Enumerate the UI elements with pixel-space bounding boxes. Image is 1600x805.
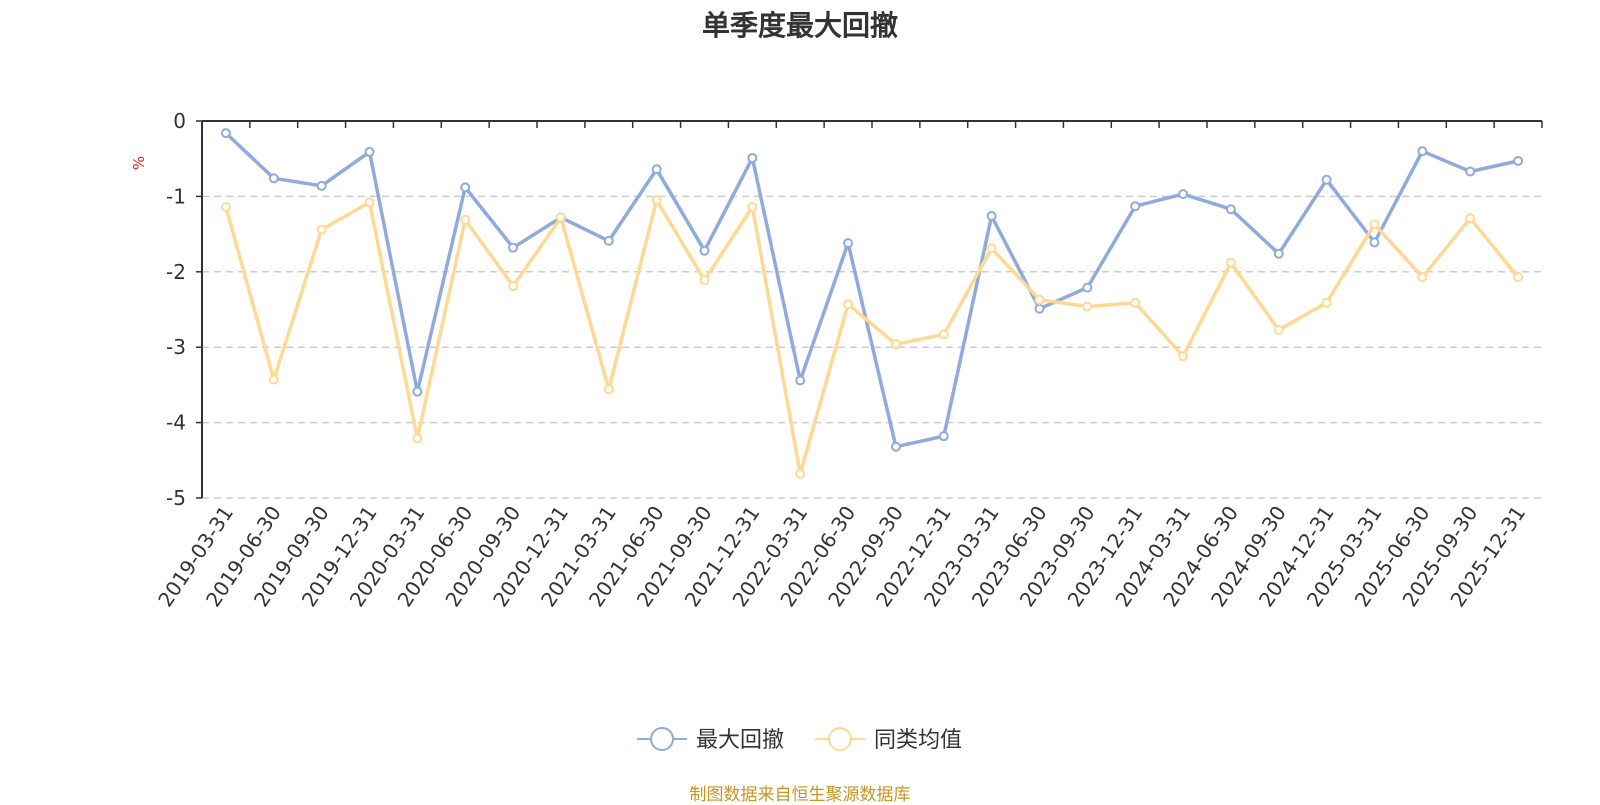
- data-point: [268, 173, 279, 184]
- data-point: [220, 128, 231, 139]
- legend[interactable]: 最大回撤 同类均值: [637, 727, 962, 753]
- y-tick-label: -5: [166, 486, 186, 510]
- axes: 0-1-2-3-4-52019-03-312019-06-302019-09-3…: [153, 109, 1543, 611]
- data-point: [508, 281, 519, 292]
- series-layer: [220, 128, 1524, 479]
- data-point: [651, 195, 662, 206]
- data-point: [603, 384, 614, 395]
- data-point: [1417, 146, 1428, 157]
- data-point: [986, 243, 997, 254]
- data-point: [364, 146, 375, 157]
- data-point: [1034, 303, 1045, 314]
- data-point: [412, 386, 423, 397]
- data-point: [1273, 248, 1284, 259]
- data-point: [1082, 301, 1093, 312]
- data-point: [412, 433, 423, 444]
- data-point: [1513, 155, 1524, 166]
- data-point: [1082, 282, 1093, 293]
- data-point: [651, 164, 662, 175]
- data-point: [316, 180, 327, 191]
- data-point: [1273, 324, 1284, 335]
- y-tick-label: -3: [166, 335, 186, 359]
- data-point: [1225, 257, 1236, 268]
- data-point: [795, 468, 806, 479]
- chart-title: 单季度最大回撤: [701, 9, 898, 42]
- data-point: [555, 212, 566, 223]
- data-point: [890, 339, 901, 350]
- data-point: [938, 329, 949, 340]
- data-point: [1178, 351, 1189, 362]
- data-point: [843, 299, 854, 310]
- legend-label: 最大回撤: [696, 728, 784, 753]
- data-point: [1417, 272, 1428, 283]
- data-point: [1369, 219, 1380, 230]
- data-source-footer: 制图数据来自恒生聚源数据库: [689, 785, 911, 805]
- data-point: [268, 374, 279, 385]
- data-point: [843, 238, 854, 249]
- y-tick-label: -1: [166, 184, 186, 208]
- data-point: [1034, 294, 1045, 305]
- data-point: [508, 242, 519, 253]
- data-point: [316, 224, 327, 235]
- data-point: [364, 197, 375, 208]
- data-point: [1225, 204, 1236, 215]
- data-point: [603, 235, 614, 246]
- data-point: [699, 245, 710, 256]
- data-point: [699, 275, 710, 286]
- y-tick-label: -4: [166, 411, 186, 435]
- legend-marker: [828, 727, 852, 751]
- data-point: [1321, 174, 1332, 185]
- data-point: [938, 431, 949, 442]
- data-point: [795, 375, 806, 386]
- data-point: [460, 214, 471, 225]
- data-point: [890, 441, 901, 452]
- series-line: [224, 131, 1519, 449]
- data-point: [1321, 297, 1332, 308]
- data-point: [1465, 166, 1476, 177]
- data-point: [986, 211, 997, 222]
- data-point: [747, 152, 758, 163]
- data-point: [1513, 272, 1524, 283]
- data-point: [747, 201, 758, 212]
- y-tick-label: 0: [173, 109, 186, 133]
- legend-marker: [650, 727, 674, 751]
- y-tick-label: -2: [166, 260, 186, 284]
- data-point: [460, 182, 471, 193]
- data-point: [220, 201, 231, 212]
- data-point: [1130, 297, 1141, 308]
- y-axis-unit-label: %: [130, 156, 148, 170]
- data-point: [1465, 213, 1476, 224]
- legend-label: 同类均值: [874, 728, 962, 753]
- data-point: [1178, 189, 1189, 200]
- data-point: [1369, 237, 1380, 248]
- series-line: [224, 198, 1520, 476]
- data-point: [1130, 201, 1141, 212]
- grid-lines: [202, 195, 1542, 499]
